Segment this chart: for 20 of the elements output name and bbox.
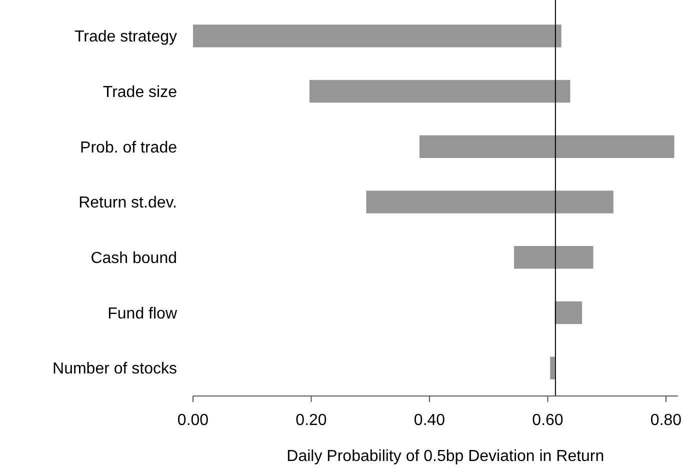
y-tick-label: Cash bound: [90, 250, 177, 267]
bar: [554, 301, 582, 324]
bar: [550, 356, 555, 380]
x-tick-label: 0.20: [296, 412, 327, 429]
bar: [366, 190, 614, 214]
x-tick-label: 0.60: [532, 412, 564, 429]
x-tick-label: 0.00: [177, 412, 209, 429]
y-tick-label: Trade size: [102, 84, 178, 101]
bar: [419, 135, 674, 158]
bar: [514, 246, 594, 269]
x-tick-label: 0.80: [650, 412, 682, 429]
bar: [309, 80, 570, 103]
y-tick-label: Prob. of trade: [80, 139, 178, 156]
y-tick-label: Trade strategy: [74, 28, 177, 46]
y-tick-label: Return st.dev.: [78, 194, 177, 212]
y-tick-label: Fund flow: [108, 305, 178, 322]
bar: [193, 24, 562, 48]
y-tick-label: Number of stocks: [52, 360, 177, 378]
x-axis-title: Daily Probability of 0.5bp Deviation in Return: [286, 448, 604, 465]
x-tick-label: 0.40: [414, 412, 446, 429]
